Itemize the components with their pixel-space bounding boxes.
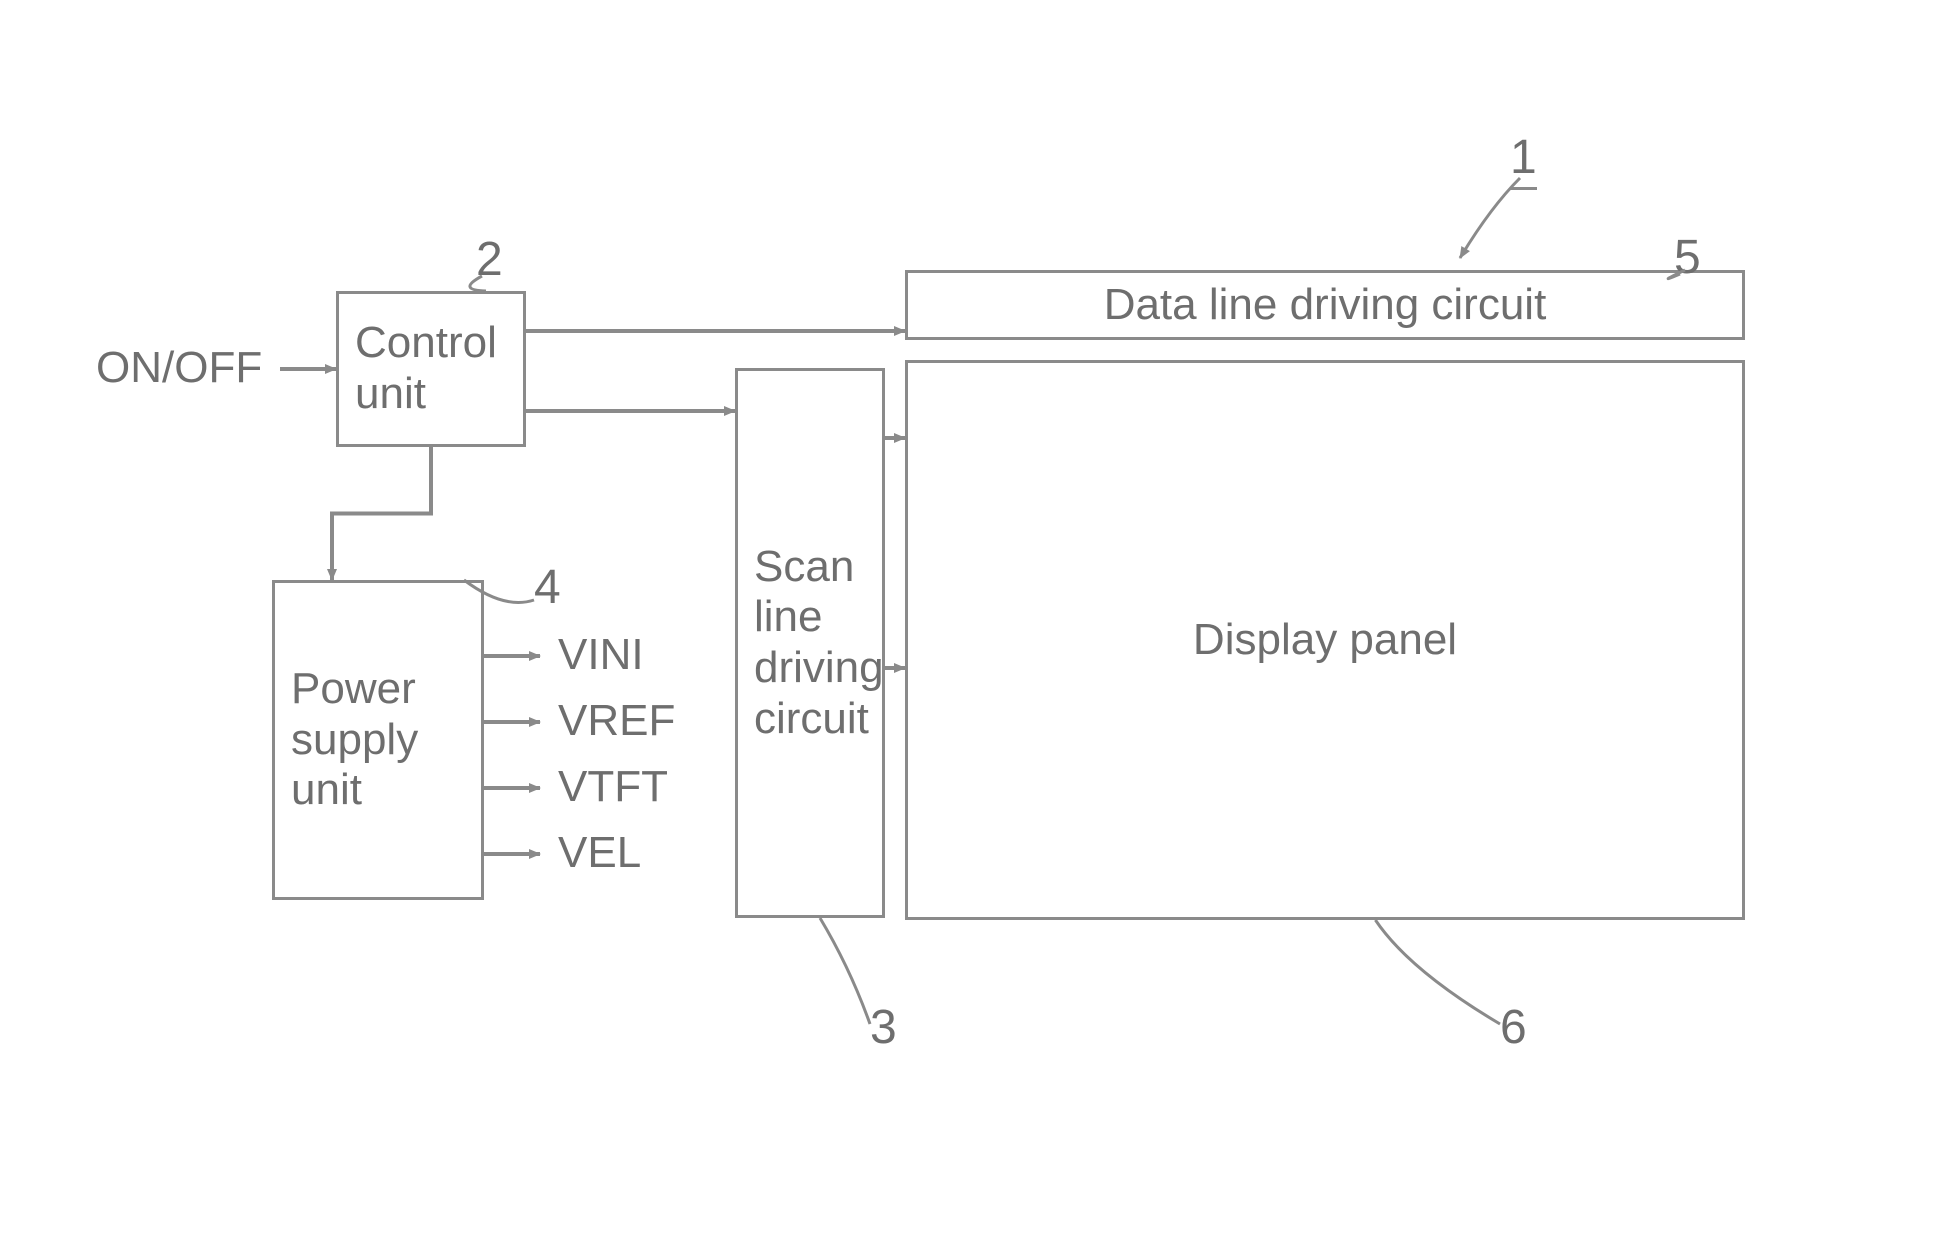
block-data-line-driver: Data line driving circuit (905, 270, 1745, 340)
block-scan-label: Scan line driving circuit (754, 542, 884, 744)
signal-onoff-label: ON/OFF (96, 343, 262, 393)
ref-4: 4 (534, 560, 561, 615)
block-scan-driver: Scan line driving circuit (735, 368, 885, 918)
signal-vref-label: VREF (558, 696, 675, 746)
block-display-label: Display panel (1193, 615, 1457, 666)
block-control-unit: Control unit (336, 291, 526, 447)
ref-5: 5 (1674, 230, 1701, 285)
signal-vini-label: VINI (558, 630, 644, 680)
block-power-supply: Power supply unit (272, 580, 484, 900)
block-power-label: Power supply unit (291, 664, 418, 816)
ref-2: 2 (476, 232, 503, 287)
diagram-stage: Control unit Power supply unit Scan line… (0, 0, 1954, 1236)
ref-1: 1 (1510, 130, 1537, 190)
signal-vel-label: VEL (558, 828, 641, 878)
block-dataline-label: Data line driving circuit (1104, 280, 1547, 331)
signal-vtft-label: VTFT (558, 762, 668, 812)
ref-3: 3 (870, 1000, 897, 1055)
block-control-label: Control unit (355, 318, 497, 419)
ref-6: 6 (1500, 1000, 1527, 1055)
block-display-panel: Display panel (905, 360, 1745, 920)
